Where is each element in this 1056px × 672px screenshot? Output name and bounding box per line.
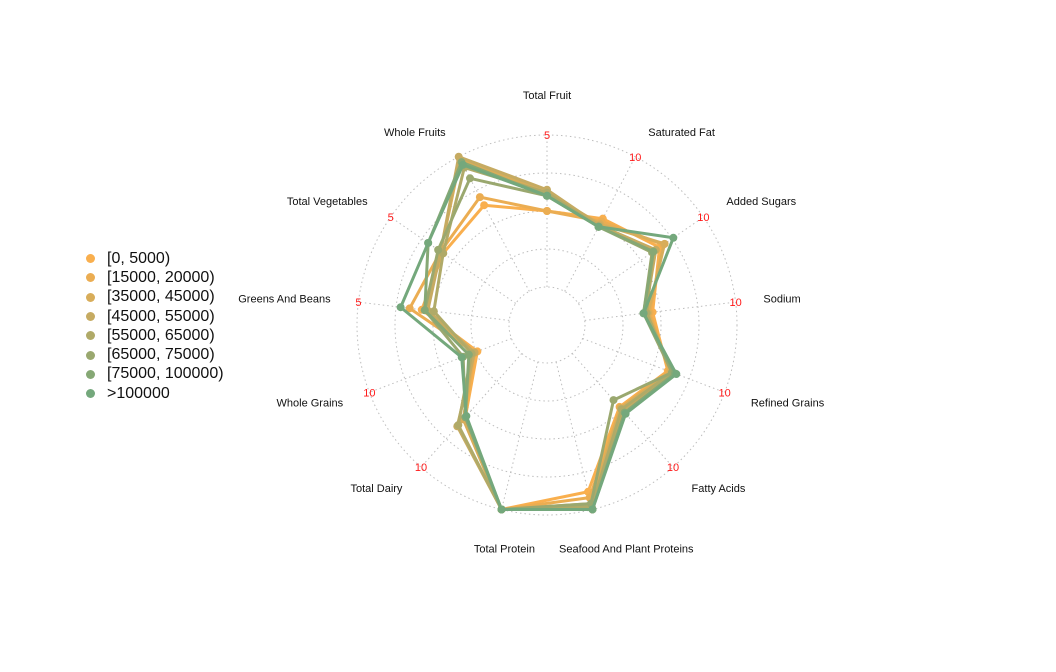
series-layer bbox=[396, 152, 681, 514]
legend-label: [75000, 100000) bbox=[107, 365, 224, 383]
legend: [0, 5000) [15000, 20000) [35000, 45000) [45… bbox=[86, 249, 224, 403]
series-line bbox=[399, 163, 678, 511]
data-point bbox=[649, 247, 658, 256]
category-label: Whole Grains bbox=[277, 397, 344, 409]
data-point bbox=[405, 304, 414, 313]
grid bbox=[356, 134, 738, 516]
category-label: Saturated Fat bbox=[648, 127, 715, 139]
category-label: Added Sugars bbox=[726, 196, 796, 208]
data-point bbox=[454, 421, 463, 430]
axis-max-label: 10 bbox=[729, 297, 741, 309]
axis-max-label: 10 bbox=[719, 387, 731, 399]
data-point bbox=[475, 193, 484, 202]
series bbox=[423, 152, 678, 514]
legend-swatch bbox=[86, 292, 95, 302]
legend-item: [0, 5000) bbox=[86, 249, 224, 268]
data-point bbox=[639, 309, 648, 318]
data-point bbox=[396, 303, 405, 312]
legend-label: [45000, 55000) bbox=[107, 307, 215, 325]
category-label: Fatty Acids bbox=[692, 483, 746, 495]
series bbox=[396, 160, 681, 514]
legend-swatch bbox=[86, 331, 95, 341]
data-point bbox=[466, 174, 475, 183]
legend-item: >100000 bbox=[86, 384, 224, 403]
data-point bbox=[609, 396, 618, 405]
category-label: Greens And Beans bbox=[238, 294, 331, 306]
legend-label: [35000, 45000) bbox=[107, 288, 215, 306]
category-label: Total Fruit bbox=[523, 90, 571, 102]
legend-swatch bbox=[86, 389, 95, 399]
axis-max-label: 10 bbox=[363, 387, 375, 399]
data-point bbox=[543, 191, 551, 200]
series-line bbox=[423, 160, 677, 511]
legend-label: >100000 bbox=[107, 384, 170, 402]
data-point bbox=[429, 307, 438, 316]
data-point bbox=[457, 353, 466, 362]
legend-label: [55000, 65000) bbox=[107, 326, 215, 344]
data-point bbox=[462, 412, 471, 421]
axis-spoke bbox=[571, 353, 674, 468]
axis-max-label: 5 bbox=[355, 297, 361, 309]
axis-max-label: 10 bbox=[629, 152, 641, 164]
data-point bbox=[660, 239, 669, 248]
category-label: Refined Grains bbox=[751, 397, 825, 409]
grid-ring bbox=[356, 134, 738, 516]
category-label: Total Dairy bbox=[350, 483, 402, 495]
legend-swatch bbox=[86, 273, 95, 283]
data-point bbox=[588, 505, 597, 514]
grid-ring bbox=[508, 286, 586, 364]
axis-max-label: 10 bbox=[415, 462, 427, 474]
legend-item: [65000, 75000) bbox=[86, 345, 224, 364]
legend-label: [0, 5000) bbox=[107, 249, 171, 267]
axis-labels: 5 Total Fruit 10 Saturated Fat 10 Added Sugar… bbox=[238, 90, 824, 555]
category-label: Sodium bbox=[763, 294, 800, 306]
data-point bbox=[424, 238, 433, 247]
data-point bbox=[480, 201, 489, 210]
data-point bbox=[594, 222, 603, 231]
data-point bbox=[497, 505, 506, 514]
category-label: Total Protein bbox=[474, 543, 535, 555]
axis-spoke bbox=[369, 338, 512, 393]
axis-spoke bbox=[420, 353, 523, 468]
axis-spoke bbox=[564, 156, 636, 292]
axis-spoke bbox=[584, 301, 736, 321]
axis-spoke bbox=[582, 338, 725, 393]
legend-item: [75000, 100000) bbox=[86, 365, 224, 384]
series-line bbox=[432, 166, 674, 511]
axis-spoke bbox=[577, 216, 704, 304]
data-point bbox=[458, 160, 467, 169]
axis-max-label: 10 bbox=[697, 212, 709, 224]
data-point bbox=[672, 370, 681, 379]
axis-max-label: 5 bbox=[388, 212, 394, 224]
category-label: Total Vegetables bbox=[287, 196, 368, 208]
axis-spoke bbox=[358, 301, 510, 321]
legend-swatch bbox=[86, 350, 95, 360]
series-line bbox=[408, 195, 671, 511]
data-point bbox=[434, 245, 443, 254]
legend-swatch bbox=[86, 312, 95, 322]
data-point bbox=[669, 233, 678, 242]
category-label: Seafood And Plant Proteins bbox=[559, 543, 694, 555]
axis-max-label: 5 bbox=[544, 130, 550, 142]
legend-swatch bbox=[86, 254, 95, 264]
data-point bbox=[621, 409, 630, 418]
data-point bbox=[464, 350, 473, 359]
category-label: Whole Fruits bbox=[384, 127, 446, 139]
legend-label: [15000, 20000) bbox=[107, 268, 215, 286]
legend-item: [35000, 45000) bbox=[86, 288, 224, 307]
data-point bbox=[543, 207, 551, 215]
axis-spoke bbox=[501, 361, 539, 510]
legend-swatch bbox=[86, 369, 95, 379]
legend-item: [15000, 20000) bbox=[86, 268, 224, 287]
grid-ring bbox=[470, 248, 624, 402]
axis-max-label: 10 bbox=[667, 462, 679, 474]
data-point bbox=[420, 306, 429, 315]
legend-item: [55000, 65000) bbox=[86, 326, 224, 345]
axis-spoke bbox=[555, 361, 593, 510]
legend-label: [65000, 75000) bbox=[107, 346, 215, 364]
legend-item: [45000, 55000) bbox=[86, 307, 224, 326]
axis-spoke bbox=[390, 216, 517, 304]
